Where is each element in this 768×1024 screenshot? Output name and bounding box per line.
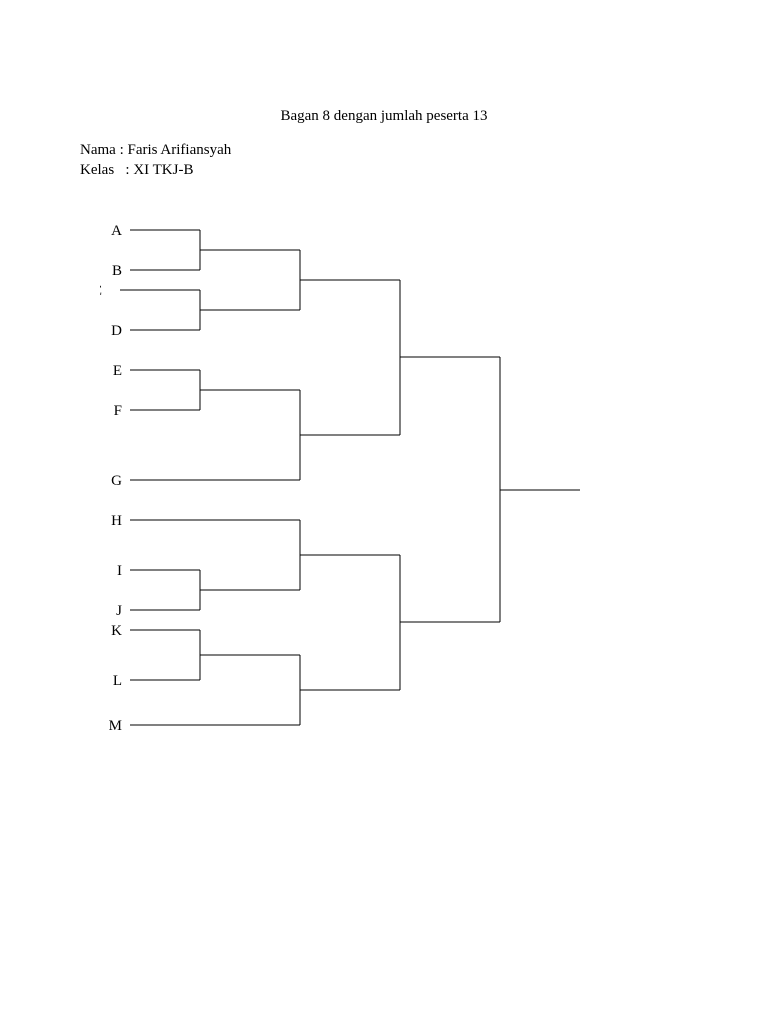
name-value: Faris Arifiansyah	[128, 142, 232, 158]
seed-label-H: H	[111, 513, 122, 529]
name-row: Nama : Faris Arifiansyah	[80, 140, 231, 160]
class-row: Kelas : XI TKJ-B	[80, 160, 231, 180]
name-label: Nama	[80, 142, 116, 158]
seed-label-D: D	[111, 323, 122, 339]
seed-label-G: G	[111, 473, 122, 489]
page: Bagan 8 dengan jumlah peserta 13 Nama : …	[0, 0, 768, 1024]
seed-label-E: E	[113, 363, 122, 379]
student-info: Nama : Faris Arifiansyah Kelas : XI TKJ-…	[80, 140, 231, 181]
seed-label-B: B	[112, 263, 122, 279]
seed-label-F: F	[114, 403, 122, 419]
seed-label-J: J	[116, 603, 122, 619]
class-value: XI TKJ-B	[133, 162, 193, 178]
seed-label-K: K	[111, 623, 122, 639]
page-title: Bagan 8 dengan jumlah peserta 13	[0, 108, 768, 125]
seed-label-A: A	[111, 223, 122, 239]
class-label: Kelas	[80, 162, 114, 178]
seed-label-M: M	[109, 718, 122, 734]
bracket-diagram: A BC D E F G H I JK L M	[100, 220, 620, 785]
seed-label-I: I	[117, 563, 122, 579]
seed-label-L: L	[113, 673, 122, 689]
seed-label-C: C	[100, 283, 102, 299]
